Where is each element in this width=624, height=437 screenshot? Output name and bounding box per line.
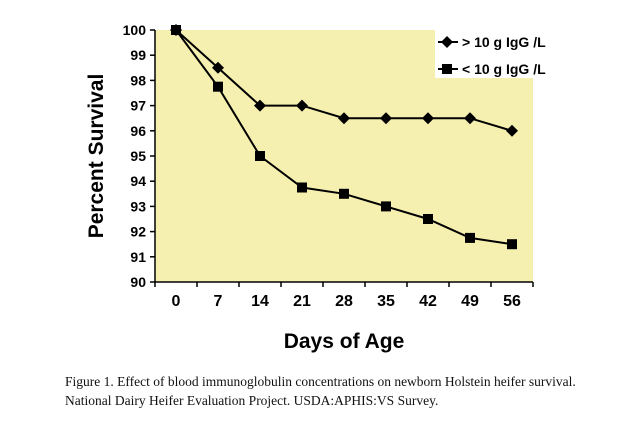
x-tick-label: 21 [293, 293, 311, 310]
data-point-diamond [464, 112, 476, 125]
survival-chart: 90 91 92 93 94 95 96 97 98 99 100 0 7 14 21 28 35 42 49 56 D… [85, 22, 546, 353]
y-tick-label: 93 [130, 198, 146, 214]
y-tick-label: 99 [130, 47, 146, 63]
data-point-square [507, 239, 517, 250]
data-point-diamond [212, 61, 224, 74]
data-point-square [213, 81, 223, 92]
legend-marker-square [442, 64, 452, 74]
data-point-diamond [338, 112, 350, 125]
y-tick-label: 100 [123, 22, 147, 38]
data-point-square [339, 188, 349, 199]
y-tick-label: 98 [130, 72, 146, 88]
data-point-square [423, 214, 433, 224]
x-axis-label: Days of Age [284, 330, 405, 353]
x-tick-label: 42 [419, 293, 437, 310]
x-tick-label: 49 [461, 293, 479, 310]
y-tick-label: 90 [130, 274, 146, 290]
x-tick-label: 7 [214, 293, 223, 310]
data-point-diamond [422, 112, 434, 125]
x-tick-label: 35 [377, 293, 395, 310]
data-point-square [465, 232, 475, 243]
data-point-square [171, 25, 181, 35]
y-axis-label: Percent Survival [85, 74, 108, 239]
x-tick-label: 14 [251, 293, 269, 310]
legend-label: > 10 g IgG /L [462, 34, 546, 50]
data-point-diamond [296, 99, 308, 112]
y-tick-label: 91 [130, 249, 146, 265]
legend-marker-diamond [441, 36, 453, 48]
data-point-square [297, 182, 307, 193]
y-tick-label: 92 [130, 224, 146, 240]
y-tick-label: 97 [130, 98, 146, 114]
x-tick-label: 28 [335, 293, 353, 310]
data-point-diamond [380, 112, 392, 125]
legend-label: < 10 g IgG /L [462, 61, 546, 77]
y-tick-label: 96 [130, 123, 146, 139]
x-tick-label: 56 [503, 293, 521, 310]
data-point-diamond [506, 124, 518, 137]
x-tick-label: 0 [172, 293, 181, 310]
figure-caption: Figure 1. Effect of blood immunoglobulin… [65, 374, 576, 408]
data-point-square [255, 151, 265, 161]
data-point-diamond [254, 99, 266, 112]
data-point-square [381, 201, 391, 212]
y-tick-label: 95 [130, 148, 146, 164]
y-tick-label: 94 [130, 173, 146, 189]
